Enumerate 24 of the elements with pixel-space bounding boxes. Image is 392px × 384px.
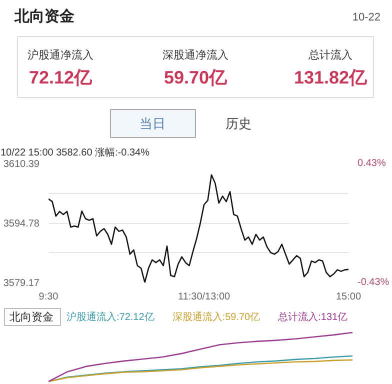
x-tick-label: 9:30 xyxy=(38,292,59,302)
y-tick-label: 3610.39 xyxy=(3,159,40,170)
text: 131.82亿 xyxy=(294,68,368,88)
y-tick-label: 3594.78 xyxy=(3,218,40,230)
text: 10-22 xyxy=(352,12,381,24)
chart-title: 10/22 15:00 3582.60 涨幅:-0.34% xyxy=(0,146,150,158)
text: 72.12亿 xyxy=(28,68,94,88)
text: 历史 xyxy=(226,116,252,131)
text: 总计流入 xyxy=(308,48,352,62)
text: 沪股通净流入 xyxy=(28,48,94,62)
text: 当日 xyxy=(140,116,166,131)
legend-title: 北向资金 xyxy=(10,310,54,324)
y-tick-label: 3579.17 xyxy=(3,278,40,289)
text: 深股通流入:59.70亿 xyxy=(172,311,260,323)
text: 深股通净流入 xyxy=(162,48,228,62)
series-label: 总计流入:131亿 xyxy=(277,311,348,323)
text: 北向资金 xyxy=(14,8,74,25)
x-tick-label: 11:30/13:00 xyxy=(178,292,231,302)
text: 59.70亿 xyxy=(164,68,228,88)
x-tick-label: 15:00 xyxy=(336,292,362,302)
y2-tick-label: -0.43% xyxy=(358,277,390,288)
line-series xyxy=(48,174,348,282)
text: 沪股通流入:72.12亿 xyxy=(66,311,154,323)
y2-tick-label: 0.43% xyxy=(358,158,386,169)
